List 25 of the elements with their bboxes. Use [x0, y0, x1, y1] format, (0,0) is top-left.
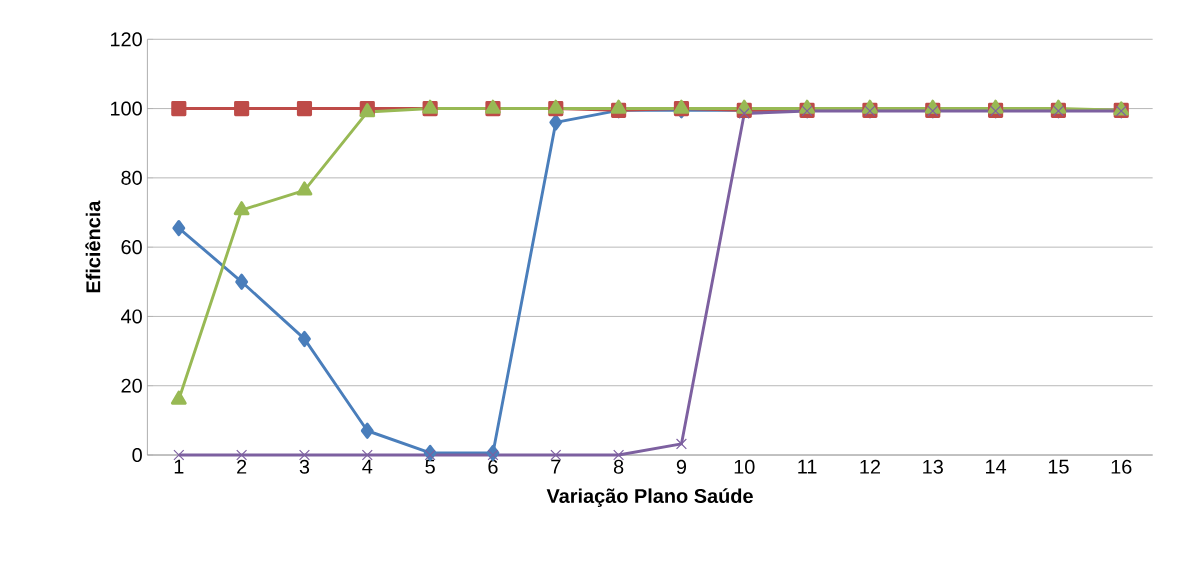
y-tick-label: 0 — [132, 447, 142, 463]
y-tick-label: 80 — [121, 170, 142, 185]
x-tick-label: 16 — [1111, 459, 1132, 474]
y-tick-label: 60 — [121, 240, 142, 255]
x-axis-title: Variação Plano Saúde — [546, 488, 753, 507]
x-tick-label: 14 — [986, 459, 1007, 474]
x-tick-label: 11 — [798, 459, 817, 474]
x-tick-label: 1 — [174, 459, 184, 474]
y-tick-label: 100 — [110, 101, 142, 116]
x-tick-label: 6 — [488, 459, 498, 474]
x-tick-label: 3 — [299, 459, 310, 474]
x-tick-label: 8 — [613, 459, 624, 474]
y-axis-title: Eficiência — [85, 200, 101, 293]
x-tick-label: 9 — [676, 459, 687, 474]
x-tick-label: 7 — [551, 459, 561, 474]
x-tick-label: 15 — [1048, 459, 1069, 474]
x-tick-label: 5 — [425, 459, 435, 474]
y-tick-label: 120 — [110, 32, 142, 47]
x-tick-label: 2 — [237, 459, 247, 474]
x-tick-label: 13 — [923, 459, 943, 474]
x-tick-label: 10 — [734, 459, 755, 474]
x-tick-label: 4 — [362, 459, 373, 474]
y-tick-label: 20 — [121, 378, 142, 393]
y-tick-label: 40 — [121, 309, 142, 324]
x-tick-label: 12 — [860, 459, 881, 474]
